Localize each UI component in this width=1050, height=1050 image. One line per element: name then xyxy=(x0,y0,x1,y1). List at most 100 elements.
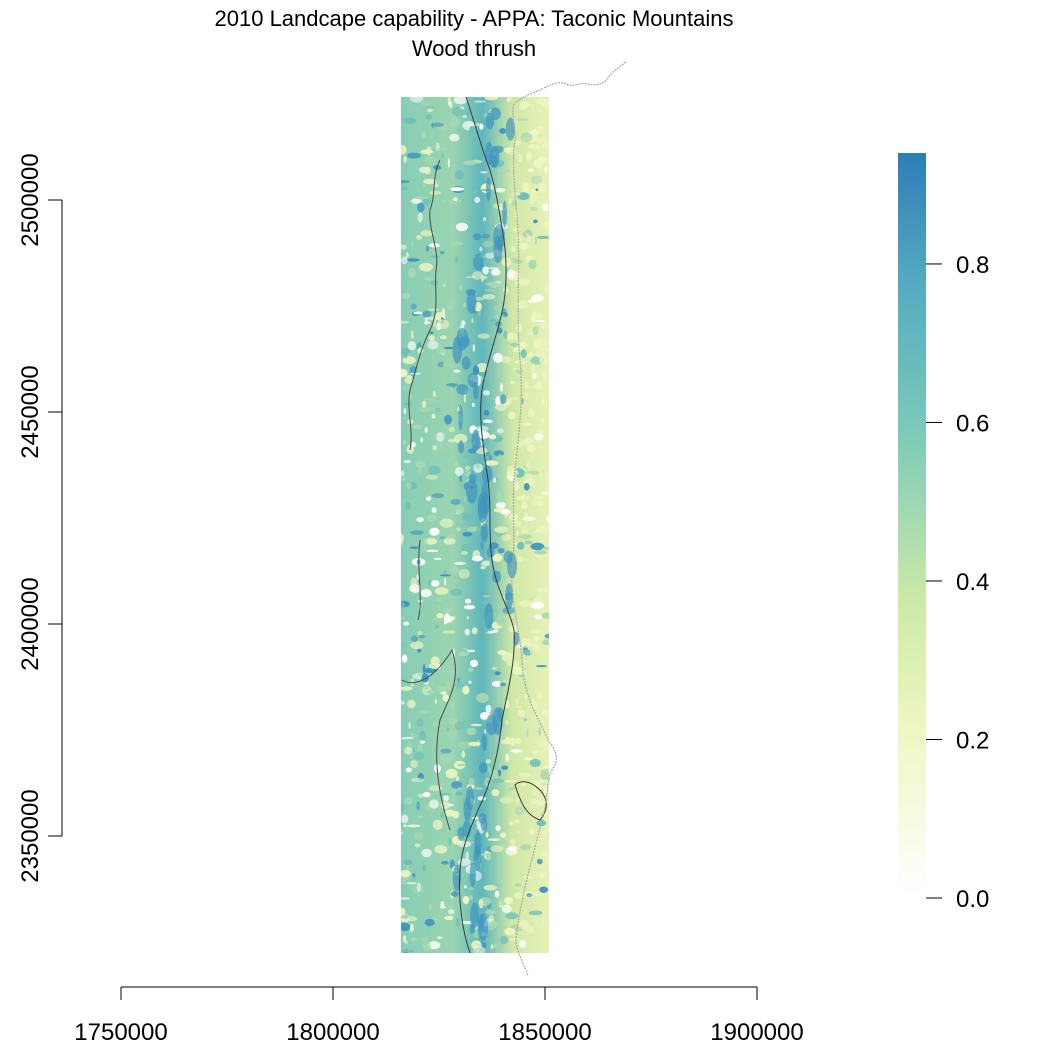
raster-patch xyxy=(411,240,414,248)
raster-patch xyxy=(539,356,549,365)
state-boundary-line xyxy=(511,61,627,976)
raster-patch xyxy=(443,346,455,350)
raster-patch xyxy=(466,291,477,314)
raster-patch xyxy=(477,430,490,439)
raster-patch xyxy=(424,277,431,281)
raster-patch xyxy=(454,791,464,796)
raster-patch xyxy=(519,534,533,540)
raster-patch xyxy=(401,320,410,324)
raster-patch xyxy=(422,941,432,951)
raster-patch xyxy=(505,753,510,762)
raster-patch xyxy=(434,587,449,595)
raster-patch xyxy=(445,768,458,779)
raster-patch xyxy=(546,515,549,523)
raster-patch xyxy=(523,229,533,238)
raster-patch xyxy=(496,616,504,627)
raster-patch xyxy=(463,394,467,403)
raster-patch xyxy=(422,400,426,408)
raster-patch xyxy=(472,365,479,376)
raster-patch xyxy=(458,404,463,431)
raster-patch xyxy=(522,516,536,521)
raster-patch xyxy=(413,311,423,315)
raster-patch xyxy=(518,772,531,778)
raster-patch xyxy=(530,192,538,202)
raster-patch xyxy=(514,883,521,887)
raster-patch xyxy=(501,533,512,541)
raster-patch xyxy=(473,844,482,872)
y-tick-label: 2450000 xyxy=(17,365,44,458)
raster-patch xyxy=(494,187,506,193)
raster-patch xyxy=(543,854,549,859)
raster-patch xyxy=(428,308,440,311)
raster-patch xyxy=(458,569,470,579)
raster-patch xyxy=(451,107,465,116)
raster-patch xyxy=(439,906,447,909)
raster-patch xyxy=(537,691,544,701)
raster-patch xyxy=(471,318,474,323)
raster-patch xyxy=(536,528,541,533)
raster-patch xyxy=(505,912,519,920)
raster-patch xyxy=(532,497,538,507)
raster-patch xyxy=(414,196,428,200)
raster-patch xyxy=(406,258,420,262)
raster-patch xyxy=(515,705,522,708)
raster-patch xyxy=(439,250,445,255)
raster-patch xyxy=(514,443,523,447)
raster-patch xyxy=(433,617,438,621)
raster-patch xyxy=(419,731,426,741)
raster-patch xyxy=(535,98,548,105)
raster-patch xyxy=(483,106,495,109)
raster-patch xyxy=(455,222,468,232)
raster-patch xyxy=(480,566,486,570)
raster-patch xyxy=(516,530,520,536)
raster-patch xyxy=(423,667,437,674)
raster-patch xyxy=(440,748,452,754)
raster-patch xyxy=(441,308,446,319)
raster-patch xyxy=(460,920,473,925)
raster-patch xyxy=(447,158,450,168)
raster-patch xyxy=(422,792,431,798)
raster-patch xyxy=(427,340,439,350)
raster-patch xyxy=(517,709,525,717)
raster-patch xyxy=(442,607,453,614)
raster-patch xyxy=(465,466,471,470)
raster-patch xyxy=(425,549,439,552)
raster-patch xyxy=(524,392,529,400)
raster-patch xyxy=(443,613,451,624)
raster-patch xyxy=(520,102,531,108)
raster-patch xyxy=(527,299,538,304)
raster-patch xyxy=(457,763,467,767)
raster-patch xyxy=(410,923,414,933)
raster-patch xyxy=(425,475,439,480)
raster-patch xyxy=(454,721,465,731)
raster-patch xyxy=(500,509,511,515)
raster-patch xyxy=(536,858,543,865)
raster-patch xyxy=(505,117,515,141)
raster-patch xyxy=(527,473,533,479)
raster-patch xyxy=(527,330,534,336)
raster-patch xyxy=(500,935,509,945)
raster-patch xyxy=(513,141,522,146)
raster-patch xyxy=(424,427,428,433)
raster-patch xyxy=(428,335,435,341)
raster-patch xyxy=(507,411,516,420)
raster-patch xyxy=(420,149,433,155)
raster-patch xyxy=(521,501,528,510)
raster-patch xyxy=(416,801,420,811)
raster-patch xyxy=(531,628,541,635)
raster-patch xyxy=(402,654,408,663)
raster-patch xyxy=(471,940,482,950)
raster-patch xyxy=(443,620,448,625)
raster-patch xyxy=(463,302,467,308)
raster-patch xyxy=(499,797,514,804)
raster-patch xyxy=(401,602,406,609)
raster-patch xyxy=(498,898,503,906)
raster-patch xyxy=(481,600,486,604)
raster-patch xyxy=(508,513,519,521)
raster-patch xyxy=(540,418,546,424)
raster-patch xyxy=(460,551,468,555)
raster-patch xyxy=(471,627,478,635)
raster-patch xyxy=(526,444,536,453)
raster-patch xyxy=(479,762,488,774)
raster-patch xyxy=(476,692,489,703)
